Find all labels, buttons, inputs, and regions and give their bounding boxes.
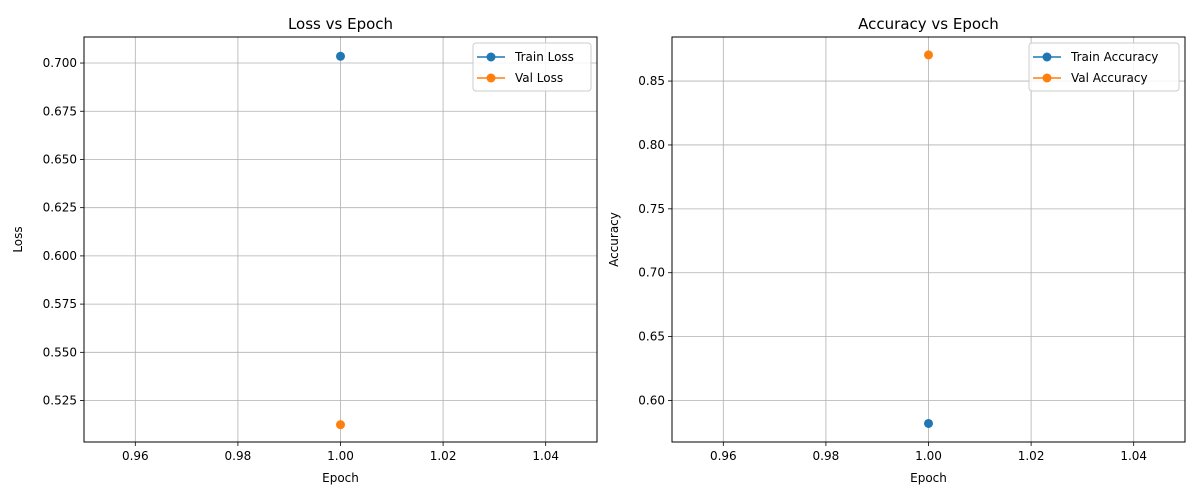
legend-label: Train Accuracy — [1070, 50, 1158, 64]
y-tick-label: 0.550 — [43, 345, 77, 359]
y-axis-label: Loss — [11, 226, 25, 252]
legend-marker — [486, 52, 496, 62]
legend-marker — [1042, 73, 1052, 83]
x-tick-label: 1.04 — [532, 449, 559, 463]
data-point — [924, 418, 933, 428]
chart-panel-2: 0.96 0.98 1.00 1.02 1.04 0.60 0.65 0.70 0.75 0.80… — [607, 15, 1186, 485]
legend-box — [472, 42, 592, 92]
y-tick-label: 0.600 — [43, 249, 77, 263]
legend-label: Val Loss — [515, 71, 563, 85]
y-axis-label: Accuracy — [607, 212, 621, 267]
y-tick-label: 0.575 — [43, 297, 77, 311]
x-tick-label: 1.00 — [915, 449, 942, 463]
chart-title: Accuracy vs Epoch — [858, 15, 999, 33]
y-tick-label: 0.70 — [638, 266, 665, 280]
legend: Train Accuracy Val Accuracy — [1028, 42, 1180, 92]
y-tick-label: 0.650 — [43, 152, 77, 166]
x-tick-label: 0.98 — [225, 449, 252, 463]
x-tick-label: 1.02 — [430, 449, 457, 463]
x-tick-label: 0.98 — [813, 449, 840, 463]
legend-box — [1028, 42, 1180, 92]
chart-title: Loss vs Epoch — [288, 15, 393, 33]
x-tick-label: 1.00 — [327, 449, 354, 463]
x-tick-label: 0.96 — [710, 449, 737, 463]
y-tick-label: 0.60 — [638, 393, 665, 407]
x-tick-label: 0.96 — [122, 449, 149, 463]
y-tick-label: 0.65 — [638, 330, 665, 344]
axes-frame — [671, 36, 1186, 443]
y-tick-label: 0.525 — [43, 394, 77, 408]
data-point — [336, 51, 345, 61]
legend-marker — [1042, 52, 1052, 62]
x-axis-label: Epoch — [322, 471, 359, 485]
legend-label: Train Loss — [514, 50, 574, 64]
x-axis-label: Epoch — [910, 471, 947, 485]
y-tick-label: 0.75 — [638, 202, 665, 216]
legend-label: Val Accuracy — [1071, 71, 1148, 85]
x-tick-label: 1.04 — [1120, 449, 1147, 463]
y-tick-label: 0.675 — [43, 104, 77, 118]
chart-panel-1: 0.96 0.98 1.00 1.02 1.04 0.525 0.550 0.575 0.600… — [11, 15, 598, 485]
y-tick-label: 0.625 — [43, 201, 77, 215]
y-tick-label: 0.700 — [43, 56, 77, 70]
y-tick-label: 0.85 — [638, 74, 665, 88]
data-point — [924, 50, 933, 60]
y-tick-label: 0.80 — [638, 138, 665, 152]
data-point — [336, 420, 345, 430]
axes-frame — [83, 36, 598, 443]
x-tick-label: 1.02 — [1018, 449, 1045, 463]
legend-marker — [486, 73, 496, 83]
legend: Train Loss Val Loss — [472, 42, 592, 92]
